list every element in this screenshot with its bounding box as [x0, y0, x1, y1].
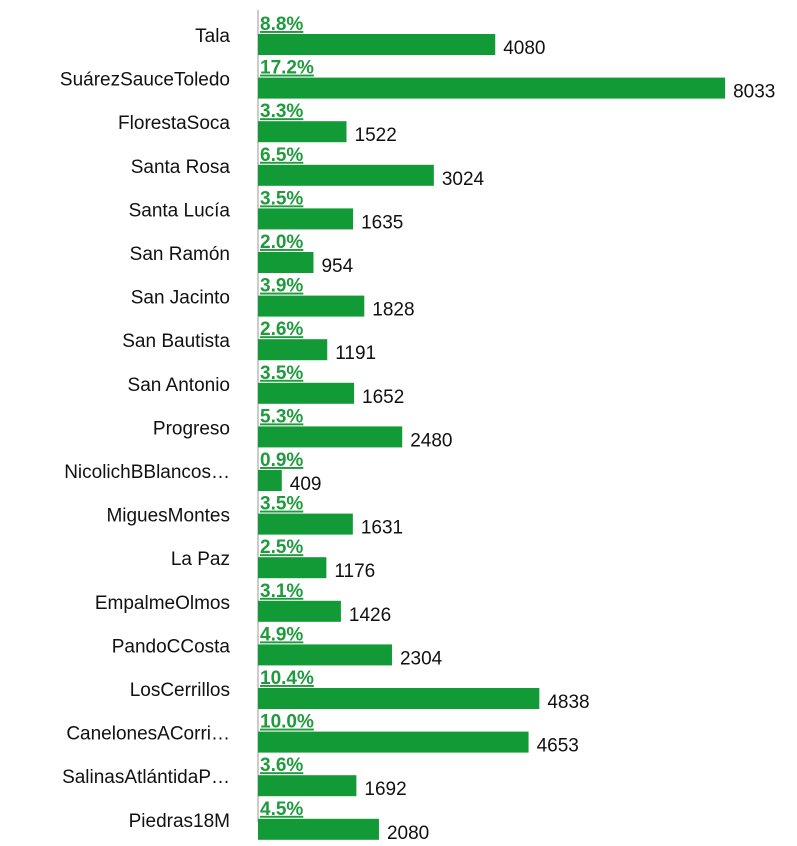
share-label: 3.5% — [260, 494, 303, 515]
bar — [258, 644, 392, 666]
bar — [258, 164, 434, 186]
bar — [258, 339, 328, 361]
share-label: 3.3% — [260, 101, 303, 122]
value-label: 2480 — [410, 430, 452, 451]
bar — [258, 775, 357, 797]
share-label: 3.5% — [260, 188, 303, 209]
category-label: FlorestaSoca — [118, 113, 230, 134]
bar — [258, 688, 540, 709]
bar — [258, 252, 314, 273]
category-label: PandoCCosta — [112, 636, 231, 657]
share-label: 10.4% — [260, 668, 314, 689]
category-label: Progreso — [153, 418, 230, 439]
bar — [258, 295, 365, 317]
value-label: 3024 — [442, 169, 485, 190]
value-label: 2080 — [387, 823, 429, 841]
bar — [258, 208, 354, 230]
value-label: 4080 — [503, 38, 545, 59]
share-label: 8.8% — [260, 14, 303, 35]
bar — [258, 731, 529, 753]
category-label: San Antonio — [128, 375, 230, 396]
bar — [258, 818, 379, 840]
category-label: SuárezSauceToledo — [60, 70, 230, 91]
bar — [258, 426, 403, 448]
share-label: 3.5% — [260, 363, 303, 384]
bar — [258, 557, 327, 579]
bar — [258, 121, 347, 143]
share-label: 6.5% — [260, 145, 303, 166]
category-label: La Paz — [171, 549, 230, 570]
share-label: 4.5% — [260, 799, 303, 820]
value-label: 1426 — [349, 605, 391, 626]
value-label: 954 — [321, 256, 353, 277]
value-label: 409 — [290, 474, 322, 495]
category-label: Piedras18M — [129, 811, 230, 832]
share-label: 2.5% — [260, 537, 303, 558]
share-label: 10.0% — [260, 712, 314, 733]
value-label: 2304 — [400, 648, 443, 669]
value-label: 1191 — [335, 343, 376, 364]
share-label: 3.1% — [260, 581, 303, 602]
category-label: San Bautista — [122, 331, 230, 352]
bar — [258, 77, 726, 99]
category-label: Santa Lucía — [129, 200, 231, 221]
share-label: 2.6% — [260, 319, 303, 340]
value-label: 1652 — [362, 387, 404, 408]
category-label: San Jacinto — [131, 288, 230, 309]
bar — [258, 600, 341, 622]
category-label: Tala — [195, 26, 230, 47]
bar — [258, 382, 355, 404]
value-label: 1631 — [361, 518, 403, 539]
value-label: 4838 — [547, 692, 589, 713]
share-label: 4.9% — [260, 624, 303, 645]
value-label: 8033 — [733, 82, 775, 103]
category-label: San Ramón — [130, 244, 230, 265]
category-label: LosCerrillos — [130, 680, 230, 701]
value-label: 1692 — [364, 779, 406, 800]
value-label: 1828 — [372, 300, 414, 321]
share-label: 17.2% — [260, 58, 314, 79]
share-label: 3.6% — [260, 755, 303, 776]
value-label: 1176 — [334, 561, 375, 582]
bar — [258, 470, 282, 491]
category-label: EmpalmeOlmos — [95, 593, 230, 614]
category-label: NicolichBBlancos… — [64, 462, 230, 483]
share-label: 2.0% — [260, 232, 303, 253]
value-label: 4653 — [537, 736, 579, 757]
bar — [258, 513, 353, 535]
category-label: SalinasAtlántidaP… — [62, 767, 230, 788]
share-label: 5.3% — [260, 406, 303, 427]
value-label: 1522 — [355, 125, 397, 146]
category-label: CanelonesACorri… — [66, 724, 230, 745]
bar — [258, 34, 496, 55]
category-label: MiguesMontes — [106, 506, 230, 527]
share-label: 3.9% — [260, 276, 303, 297]
share-label: 0.9% — [260, 450, 303, 471]
value-label: 1635 — [361, 212, 403, 233]
category-label: Santa Rosa — [131, 157, 231, 178]
